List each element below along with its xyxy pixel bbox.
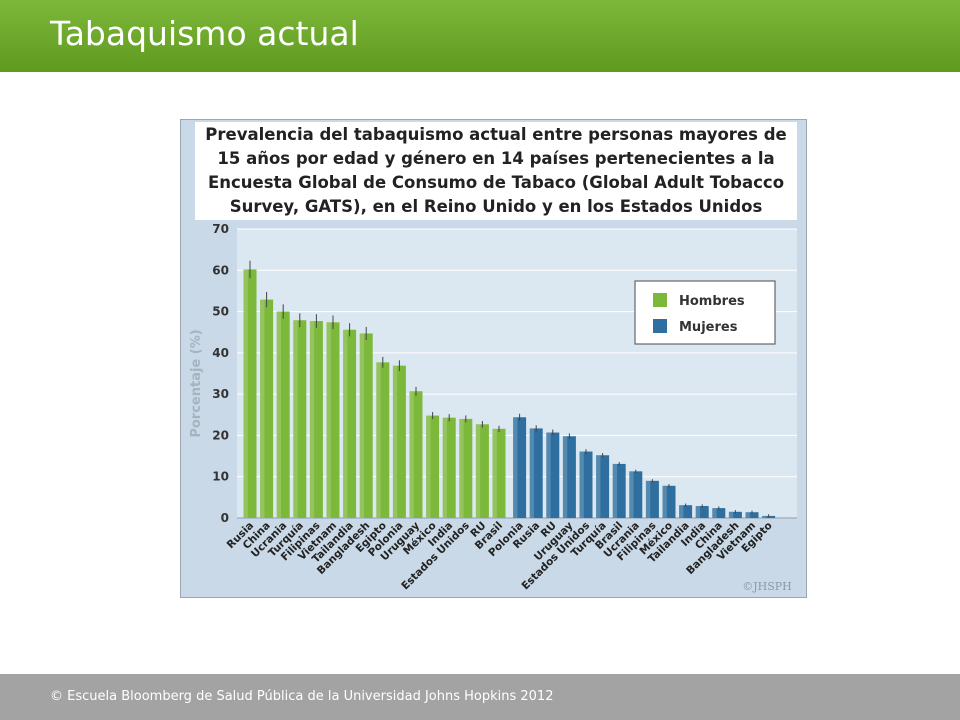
- bar-highlight: [409, 391, 414, 518]
- legend-label: Mujeres: [679, 320, 738, 335]
- bar-highlight: [762, 515, 767, 518]
- bar: [712, 508, 726, 518]
- bar: [442, 417, 456, 518]
- slide-title: Tabaquismo actual: [50, 14, 359, 53]
- legend-swatch: [653, 319, 667, 333]
- bar-highlight: [679, 505, 684, 518]
- bar-highlight: [442, 417, 448, 518]
- bar-highlight: [426, 415, 431, 518]
- bar: [426, 415, 440, 518]
- bar: [276, 311, 290, 518]
- bar: [596, 455, 610, 518]
- bar-highlight: [260, 299, 265, 518]
- y-axis-label: Porcentaje (%): [189, 329, 204, 437]
- bar: [376, 362, 390, 518]
- bar-highlight: [309, 321, 315, 518]
- bar-highlight: [529, 428, 535, 518]
- bar-highlight: [276, 311, 282, 518]
- y-tick-label: 60: [212, 263, 229, 277]
- bar-highlight: [662, 485, 667, 518]
- y-tick-label: 50: [212, 305, 229, 319]
- bar-highlight: [459, 418, 464, 518]
- bar-highlight: [695, 506, 701, 518]
- bar: [679, 505, 693, 518]
- bar: [745, 512, 759, 518]
- bar-highlight: [629, 471, 634, 518]
- bar: [662, 485, 676, 518]
- y-tick-label: 0: [221, 511, 229, 525]
- bar-highlight: [645, 480, 651, 518]
- y-tick-label: 30: [212, 387, 229, 401]
- bar-highlight: [546, 432, 551, 518]
- bar-highlight: [612, 463, 618, 518]
- bar: [562, 436, 576, 518]
- legend: [634, 280, 776, 345]
- bar: [579, 451, 593, 518]
- bar-highlight: [293, 320, 298, 518]
- bar-highlight: [376, 362, 381, 518]
- bar-highlight: [326, 322, 331, 518]
- y-tick-label: 10: [212, 470, 229, 484]
- bar-highlight: [492, 428, 497, 518]
- bar-highlight: [243, 269, 248, 518]
- y-tick-label: 70: [212, 222, 229, 236]
- bar: [343, 329, 357, 518]
- legend-swatch: [653, 293, 667, 307]
- bar: [492, 428, 506, 518]
- bar-highlight: [392, 365, 398, 518]
- y-tick-label: 20: [212, 428, 229, 442]
- bar-highlight: [728, 511, 734, 518]
- bar: [260, 299, 274, 518]
- bar: [293, 320, 307, 518]
- bar-highlight: [562, 436, 568, 518]
- bar-highlight: [745, 512, 750, 518]
- bar: [409, 391, 423, 518]
- bar: [326, 322, 340, 518]
- footer-copyright: © Escuela Bloomberg de Salud Pública de …: [50, 689, 554, 704]
- bar: [529, 428, 543, 518]
- bar: [629, 471, 643, 518]
- bar-highlight: [475, 424, 481, 518]
- bar-highlight: [359, 333, 365, 518]
- bar-highlight: [513, 417, 518, 518]
- bar: [513, 417, 527, 518]
- bar: [392, 365, 406, 518]
- bar-highlight: [343, 329, 348, 518]
- legend-label: Hombres: [679, 294, 745, 309]
- bar: [612, 463, 626, 518]
- bar-highlight: [712, 508, 717, 518]
- bar: [728, 511, 742, 518]
- chart-title: Prevalencia del tabaquismo actual entre …: [195, 122, 797, 220]
- slide-footer: © Escuela Bloomberg de Salud Pública de …: [0, 674, 960, 720]
- bar: [243, 269, 257, 518]
- bar: [309, 321, 323, 518]
- bar: [645, 480, 659, 518]
- y-tick-label: 40: [212, 346, 229, 360]
- bar: [459, 418, 473, 518]
- bar: [359, 333, 373, 518]
- bar: [695, 506, 709, 518]
- bar: [475, 424, 489, 518]
- slide-header: Tabaquismo actual: [0, 0, 960, 72]
- watermark: ©JHSPH: [742, 580, 792, 593]
- bar-highlight: [579, 451, 584, 518]
- bar: [546, 432, 560, 518]
- bar-highlight: [596, 455, 601, 518]
